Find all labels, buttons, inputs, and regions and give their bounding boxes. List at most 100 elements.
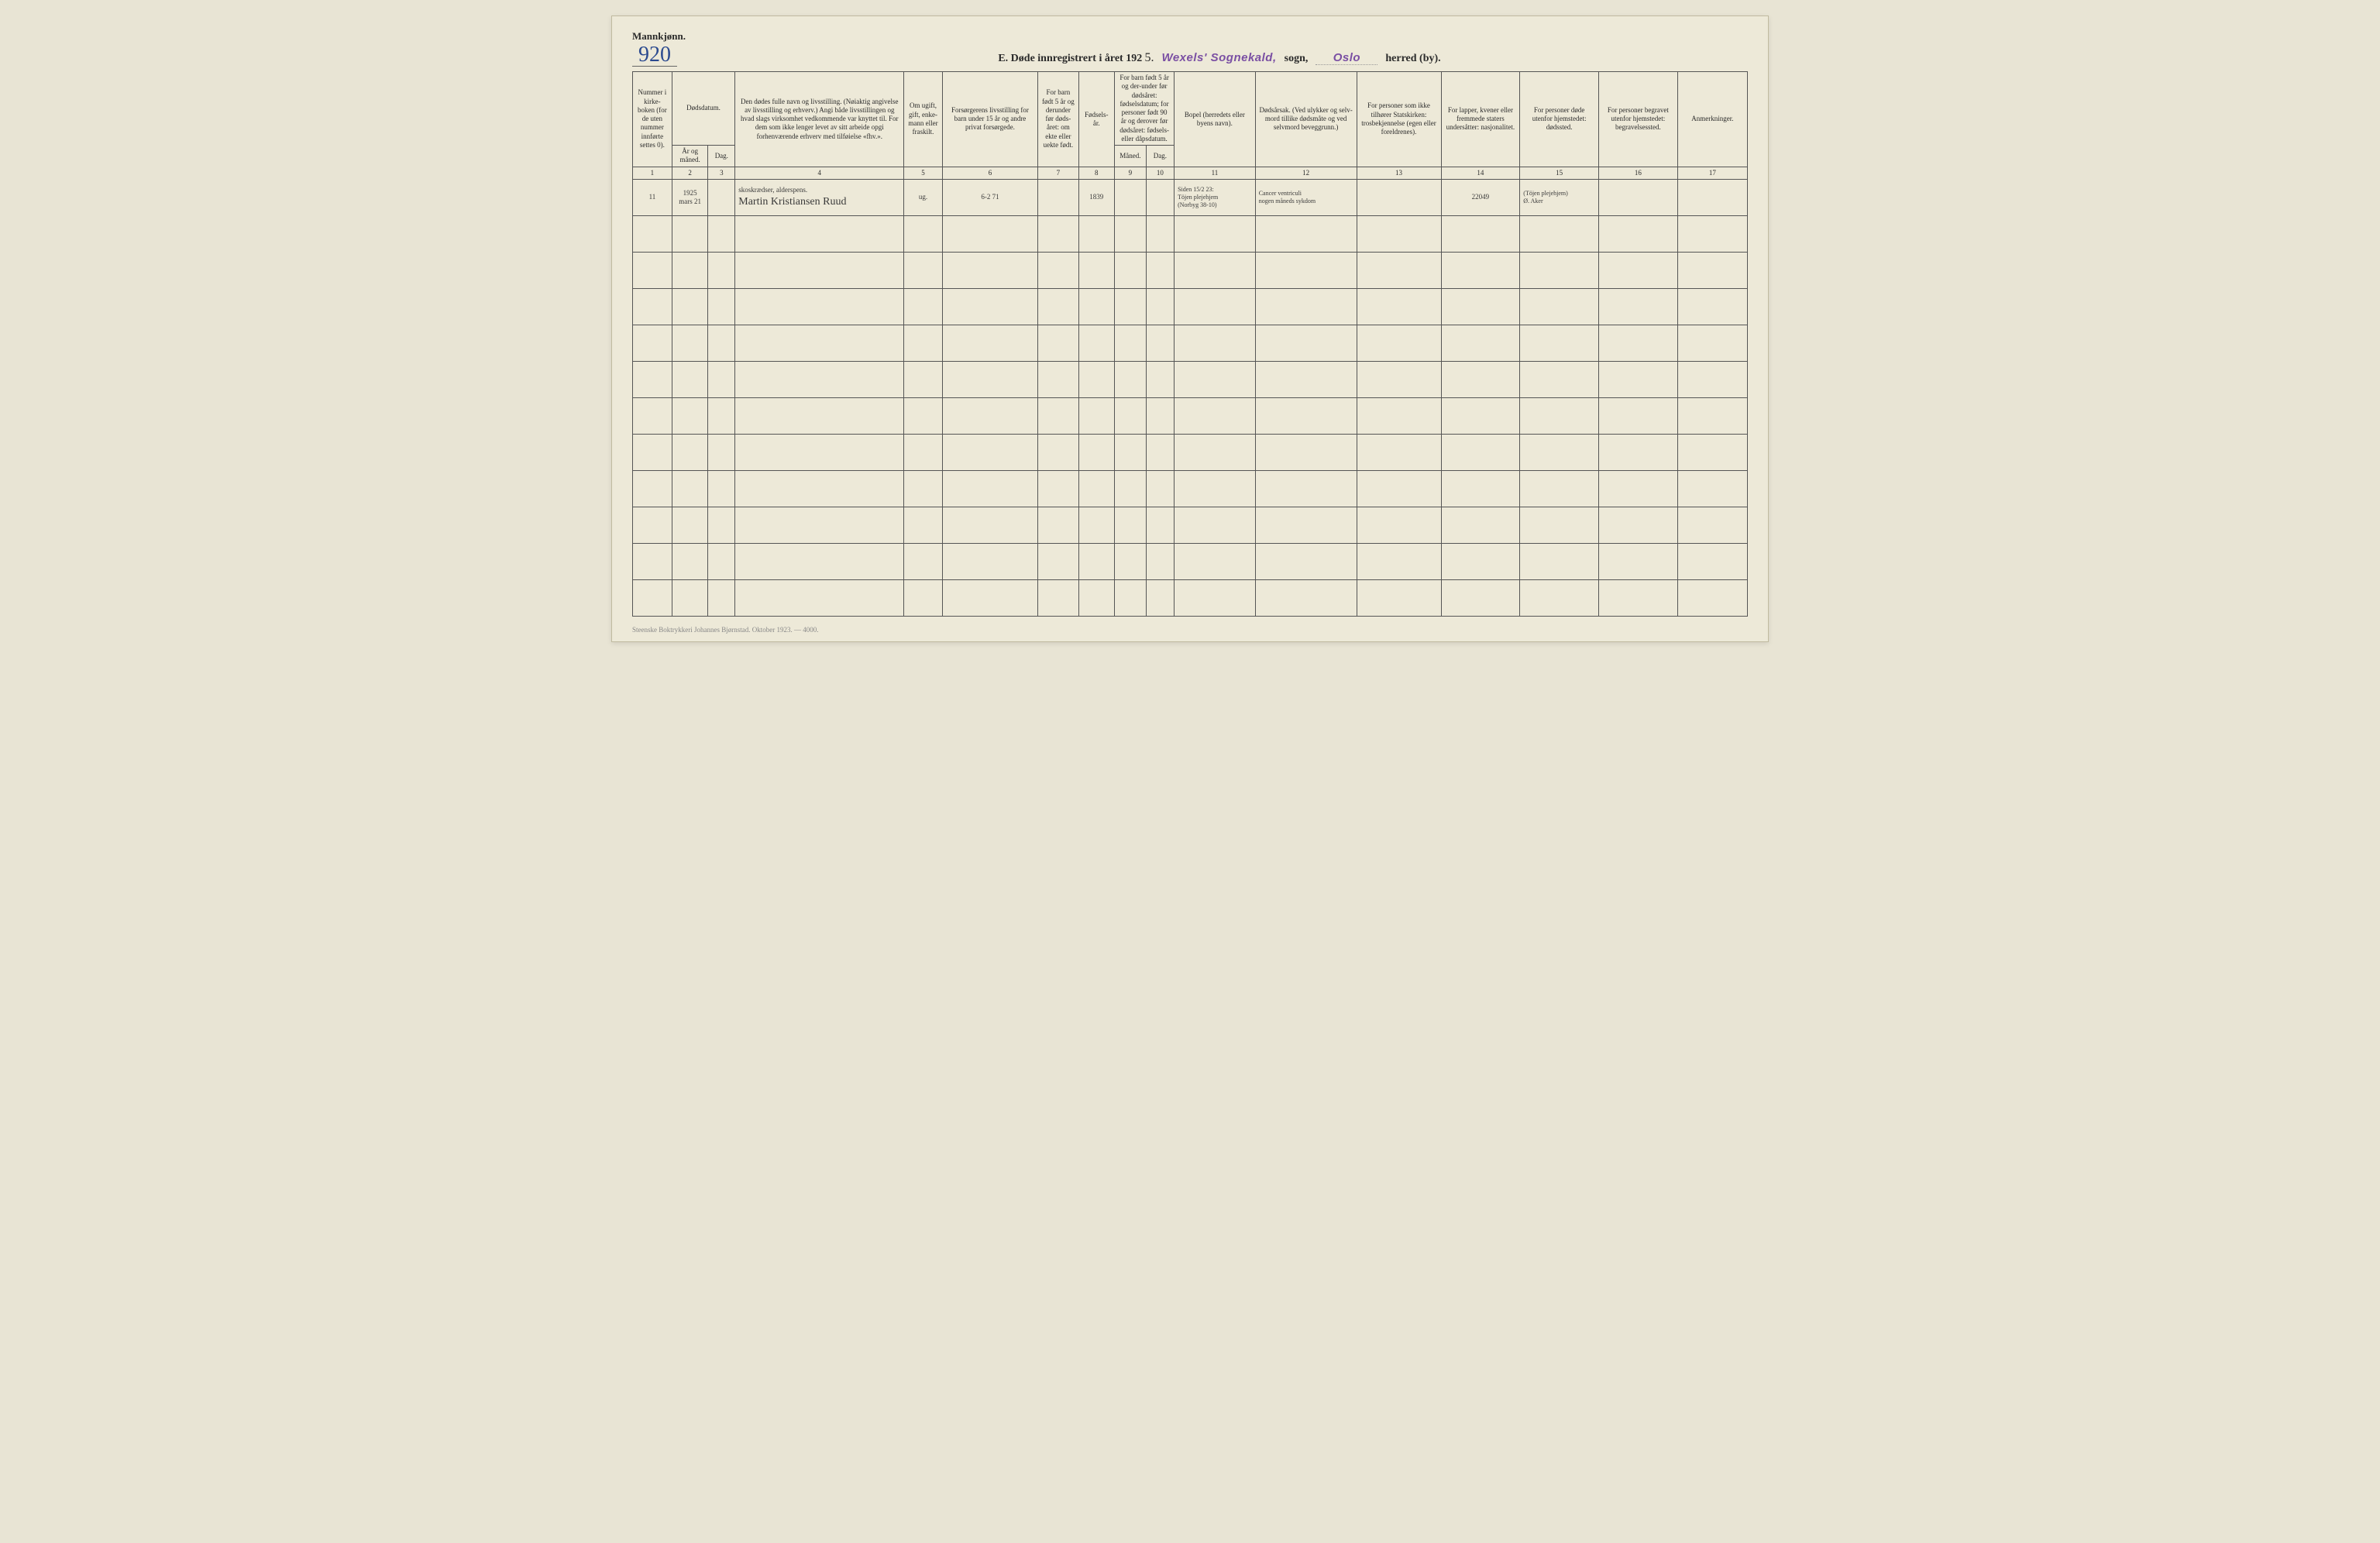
empty-cell <box>1677 397 1747 434</box>
empty-cell <box>1078 507 1115 543</box>
cell-nasj: 22049 <box>1441 179 1520 215</box>
bopel-1: Siden 15/2 23: <box>1178 186 1252 194</box>
table-row <box>633 215 1748 252</box>
table-row <box>633 507 1748 543</box>
empty-cell <box>1255 325 1357 361</box>
empty-cell <box>1599 507 1678 543</box>
empty-cell <box>942 579 1038 616</box>
col-num: 2 <box>672 167 708 179</box>
empty-cell <box>735 397 904 434</box>
cell-num: 11 <box>633 179 672 215</box>
empty-cell <box>1599 325 1678 361</box>
empty-cell <box>904 361 942 397</box>
empty-cell <box>904 434 942 470</box>
empty-cell <box>942 325 1038 361</box>
col-header-7: For barn født 5 år og derunder før døds-… <box>1038 72 1078 167</box>
empty-cell <box>735 434 904 470</box>
empty-cell <box>1255 397 1357 434</box>
empty-cell <box>1357 579 1441 616</box>
ledger-table: Nummer i kirke-boken (for de uten nummer… <box>632 71 1748 617</box>
empty-cell <box>1441 215 1520 252</box>
col-header-9b: Dag. <box>1146 146 1174 167</box>
empty-cell <box>1078 543 1115 579</box>
cause-2: nogen måneds sykdom <box>1259 198 1353 205</box>
empty-cell <box>1038 543 1078 579</box>
table-row <box>633 470 1748 507</box>
empty-cell <box>1146 252 1174 288</box>
empty-cell <box>1078 397 1115 434</box>
empty-cell <box>708 361 735 397</box>
empty-cell <box>708 579 735 616</box>
empty-cell <box>1255 361 1357 397</box>
empty-cell <box>1115 397 1147 434</box>
col-header-4: Den dødes fulle navn og livsstilling. (N… <box>735 72 904 167</box>
col-num: 15 <box>1520 167 1599 179</box>
empty-cell <box>904 397 942 434</box>
empty-cell <box>1357 397 1441 434</box>
empty-cell <box>708 434 735 470</box>
empty-cell <box>1520 397 1599 434</box>
col-num: 10 <box>1146 167 1174 179</box>
empty-cell <box>1357 215 1441 252</box>
empty-cell <box>1078 215 1115 252</box>
empty-cell <box>942 397 1038 434</box>
empty-cell <box>1175 507 1256 543</box>
empty-cell <box>735 325 904 361</box>
empty-cell <box>1677 507 1747 543</box>
empty-cell <box>1599 434 1678 470</box>
empty-cell <box>904 215 942 252</box>
empty-cell <box>1175 579 1256 616</box>
cell-begrav <box>1599 179 1678 215</box>
empty-cell <box>672 507 708 543</box>
empty-cell <box>1175 288 1256 325</box>
empty-cell <box>1255 470 1357 507</box>
empty-cell <box>633 397 672 434</box>
cell-forsørger: 6-2 71 <box>942 179 1038 215</box>
empty-cell <box>672 252 708 288</box>
empty-cell <box>1677 434 1747 470</box>
empty-cell <box>1520 470 1599 507</box>
empty-cell <box>1599 215 1678 252</box>
herred-stamp: Oslo <box>1316 51 1377 65</box>
cell-dodssted: (Töjen plejehjem) Ø. Aker <box>1520 179 1599 215</box>
dodssted-1: (Töjen plejehjem) <box>1523 190 1595 198</box>
empty-cell <box>1677 325 1747 361</box>
col-num: 8 <box>1078 167 1115 179</box>
cell-tros <box>1357 179 1441 215</box>
cell-name: skoskrædser, alderspens. Martin Kristian… <box>735 179 904 215</box>
empty-cell <box>708 215 735 252</box>
empty-cell <box>1078 252 1115 288</box>
col-header-11: Bopel (herredets eller byens navn). <box>1175 72 1256 167</box>
col-header-1: Nummer i kirke-boken (for de uten nummer… <box>633 72 672 167</box>
empty-cell <box>1357 325 1441 361</box>
empty-cell <box>1357 361 1441 397</box>
empty-cell <box>1520 325 1599 361</box>
empty-cell <box>1255 543 1357 579</box>
table-row <box>633 434 1748 470</box>
empty-cell <box>1146 470 1174 507</box>
empty-cell <box>1357 434 1441 470</box>
empty-cell <box>1255 507 1357 543</box>
empty-cell <box>1115 470 1147 507</box>
empty-cell <box>1677 252 1747 288</box>
empty-cell <box>1599 543 1678 579</box>
empty-cell <box>1520 579 1599 616</box>
cell-birthyear: 1839 <box>1078 179 1115 215</box>
empty-cell <box>942 543 1038 579</box>
empty-cell <box>1599 288 1678 325</box>
col-num: 12 <box>1255 167 1357 179</box>
cell-birth-m <box>1115 179 1147 215</box>
empty-cell <box>942 434 1038 470</box>
empty-cell <box>1599 397 1678 434</box>
empty-cell <box>1115 579 1147 616</box>
sognekald-stamp: Wexels' Sognekald, <box>1161 51 1276 64</box>
empty-cell <box>1146 507 1174 543</box>
empty-cell <box>708 288 735 325</box>
empty-cell <box>1441 579 1520 616</box>
cell-day <box>708 179 735 215</box>
empty-cell <box>1255 288 1357 325</box>
empty-cell <box>1115 434 1147 470</box>
col-header-17: Anmerkninger. <box>1677 72 1747 167</box>
cause-1: Cancer ventriculi <box>1259 190 1353 198</box>
table-row <box>633 397 1748 434</box>
